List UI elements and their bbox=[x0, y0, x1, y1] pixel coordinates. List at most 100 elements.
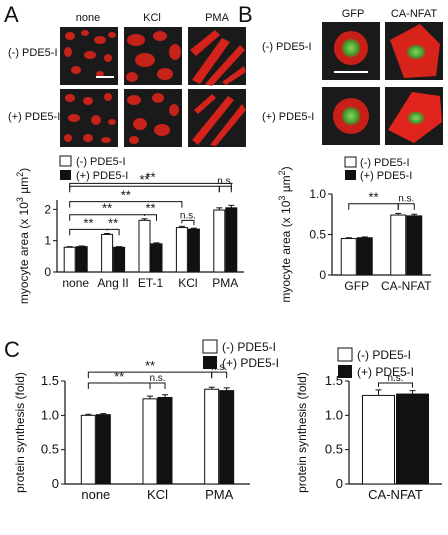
cells-a-kcl-plus bbox=[127, 93, 179, 144]
legend-b-open-label: (-) PDE5-I bbox=[360, 157, 410, 169]
micrograph-grid-b: GFP CA-NFAT (-) PDE5-I (+) PDE5-I bbox=[262, 8, 443, 145]
y-axis-label-part-a: 3 bbox=[15, 197, 25, 202]
x-tick-label-c1: KCl bbox=[147, 487, 168, 502]
significance-bracket-c2 bbox=[378, 382, 413, 388]
y-axis-label-part-a: µm bbox=[17, 177, 31, 197]
x-tick-label-c1: none bbox=[81, 487, 110, 502]
bar-a-plus bbox=[150, 243, 163, 273]
bar-a-minus bbox=[138, 219, 151, 273]
cells-a-pma-plus bbox=[192, 94, 246, 146]
y-axis-label-part-a: myocyte area (x 10 bbox=[17, 202, 31, 304]
legend-c2-open-label: (-) PDE5-I bbox=[357, 348, 411, 362]
bar-a-plus bbox=[225, 207, 238, 273]
y-axis-label-part-b: ) bbox=[279, 166, 293, 170]
legend-c2: (-) PDE5-I (+) PDE5-I bbox=[337, 347, 414, 379]
y-axis-label-part-a: ) bbox=[17, 168, 31, 172]
legend-c1-filled-label: (+) PDE5-I bbox=[222, 356, 279, 370]
bar-c2-minus bbox=[362, 394, 395, 485]
y-tick-label-c1: 1.5 bbox=[41, 373, 59, 388]
y-tick-label-a: 2 bbox=[44, 202, 51, 216]
significance-label-a: ** bbox=[139, 172, 149, 187]
nucleus-b-gfp-plus bbox=[341, 106, 361, 126]
y-axis-label-part-a: 2 bbox=[15, 172, 25, 177]
y-tick-label-b: 0.5 bbox=[309, 228, 326, 242]
x-tick-label-a: PMA bbox=[212, 276, 238, 290]
cells-a-pma-minus bbox=[190, 30, 246, 86]
bar-a-minus bbox=[175, 227, 188, 273]
x-tick-label-c1: PMA bbox=[205, 487, 234, 502]
x-tick-label-a: KCl bbox=[178, 276, 197, 290]
micrograph-a-col-pma: PMA bbox=[205, 12, 230, 24]
legend-b-filled-swatch bbox=[345, 170, 356, 180]
x-tick-label-a: none bbox=[62, 276, 89, 290]
legend-c2-filled-swatch bbox=[338, 365, 352, 378]
bar-c1-plus bbox=[95, 414, 111, 485]
y-axis-label-a: myocyte area (x 103 µm2) bbox=[15, 168, 31, 304]
x-tick-label-a: ET-1 bbox=[138, 276, 164, 290]
chart-c2-protein-synthesis: 0 0.5 1.0 1.5 protein synthesis (fold) CA-NFA… bbox=[295, 372, 442, 502]
x-tick-label-c2: CA-NFAT bbox=[368, 487, 423, 502]
y-axis-label-c2: protein synthesis (fold) bbox=[295, 372, 309, 493]
micrograph-a-col-none: none bbox=[76, 12, 100, 24]
y-axis-label-c1: protein synthesis (fold) bbox=[13, 372, 27, 493]
legend-b-filled-label: (+) PDE5-I bbox=[360, 170, 412, 182]
significance-label-a: ** bbox=[121, 188, 131, 203]
significance-label-c1: n.s. bbox=[211, 362, 227, 373]
y-axis-label-part-b: myocyte area (x 10 bbox=[279, 200, 293, 302]
legend-a-filled-swatch bbox=[60, 170, 71, 180]
micrograph-a-col-kcl: KCl bbox=[143, 12, 161, 24]
scale-bar-a bbox=[96, 76, 114, 78]
panel-label-b: B bbox=[238, 2, 253, 27]
y-tick-label-c2: 0 bbox=[336, 476, 343, 491]
nucleus-b-nfat-plus bbox=[407, 111, 425, 125]
legend-b: (-) PDE5-I (+) PDE5-I bbox=[344, 156, 412, 182]
significance-label-a: n.s. bbox=[217, 176, 233, 187]
micrograph-b-col-ca-nfat: CA-NFAT bbox=[391, 8, 438, 20]
nucleus-b-gfp-minus bbox=[341, 38, 361, 58]
chart-c1-protein-synthesis: 0 0.5 1.0 1.5 protein synthesis (fold) none KC… bbox=[13, 358, 250, 502]
significance-bracket-a bbox=[218, 185, 232, 193]
y-tick-label-a: 0 bbox=[44, 265, 51, 279]
micrograph-a-row-minus: (-) PDE5-I bbox=[8, 47, 58, 59]
legend-c1-open-swatch bbox=[202, 339, 218, 354]
bar-a-plus bbox=[187, 228, 200, 273]
legend-c1: (-) PDE5-I (+) PDE5-I bbox=[202, 339, 279, 370]
scale-bar-b bbox=[334, 71, 368, 73]
legend-c2-filled-label: (+) PDE5-I bbox=[357, 365, 414, 379]
significance-label-b: n.s. bbox=[398, 194, 414, 205]
significance-label-b: ** bbox=[368, 190, 378, 205]
legend-a-filled-label: (+) PDE5-I bbox=[76, 170, 128, 182]
y-axis-label-part-b: µm bbox=[279, 175, 293, 195]
y-tick-label-c2: 0.5 bbox=[325, 442, 343, 457]
micrograph-b-row-minus: (-) PDE5-I bbox=[262, 41, 312, 53]
nucleus-b-nfat-minus bbox=[406, 44, 426, 60]
significance-label-a: n.s. bbox=[180, 210, 196, 221]
y-axis-label-part-b: 2 bbox=[277, 170, 287, 175]
y-tick-label-c2: 1.5 bbox=[325, 373, 343, 388]
micrograph-b-col-gfp: GFP bbox=[342, 8, 365, 20]
y-axis-label-part-b: 3 bbox=[277, 196, 287, 201]
significance-label-c2: n.s. bbox=[387, 373, 403, 384]
legend-b-open-swatch bbox=[344, 156, 357, 168]
y-axis-label-b: myocyte area (x 103 µm2) bbox=[277, 166, 293, 302]
bar-a-minus bbox=[101, 233, 114, 273]
bar-a-plus bbox=[75, 246, 88, 273]
panel-label-a: A bbox=[4, 2, 19, 27]
legend-a-open-swatch bbox=[59, 155, 72, 167]
cells-a-kcl-minus bbox=[126, 31, 181, 82]
significance-bracket-c1 bbox=[211, 371, 228, 379]
x-tick-label-b: CA-NFAT bbox=[381, 279, 432, 293]
y-tick-label-c1: 1.0 bbox=[41, 407, 59, 422]
bar-b-minus bbox=[340, 238, 357, 276]
panel-label-c: C bbox=[4, 337, 20, 362]
bar-b-plus bbox=[406, 215, 423, 276]
cells-a-none-minus bbox=[64, 30, 116, 77]
bar-c1-plus bbox=[219, 390, 235, 485]
legend-a-open-label: (-) PDE5-I bbox=[76, 156, 126, 168]
legend-a: (-) PDE5-I (+) PDE5-I bbox=[59, 155, 128, 182]
y-tick-label-b: 0 bbox=[319, 268, 326, 282]
bar-a-plus bbox=[113, 246, 126, 273]
significance-label-a: ** bbox=[102, 201, 112, 216]
